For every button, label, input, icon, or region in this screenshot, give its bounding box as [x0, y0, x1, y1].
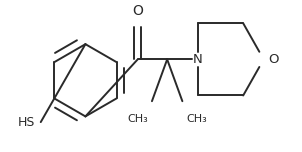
Text: O: O: [268, 53, 278, 66]
Text: HS: HS: [18, 116, 35, 129]
Text: N: N: [193, 53, 202, 66]
Text: CH₃: CH₃: [127, 114, 148, 124]
Text: CH₃: CH₃: [186, 114, 207, 124]
Text: O: O: [132, 3, 143, 17]
